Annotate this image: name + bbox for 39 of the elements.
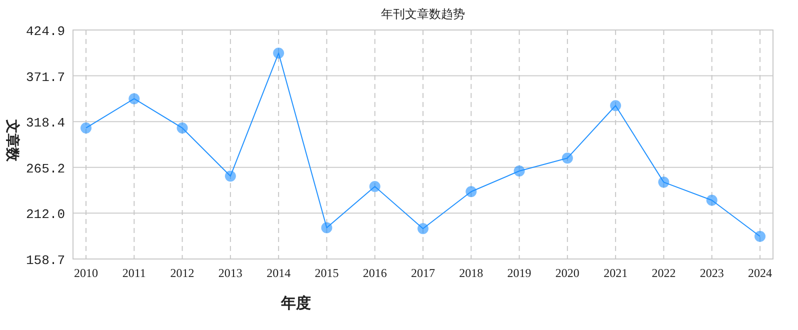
- y-tick-label: 212.0: [26, 207, 65, 222]
- y-tick-label: 371.7: [26, 70, 65, 85]
- y-tick-label: 158.7: [26, 253, 65, 268]
- point: [273, 48, 284, 59]
- x-tick-label: 2022: [652, 266, 676, 280]
- point: [610, 100, 622, 112]
- point: [176, 122, 188, 134]
- x-tick-label: 2018: [459, 266, 484, 280]
- point: [562, 152, 573, 164]
- y-tick-label: 318.4: [26, 116, 66, 131]
- point: [321, 222, 332, 234]
- point: [706, 194, 718, 206]
- point: [754, 230, 766, 242]
- x-tick-label: 2017: [411, 266, 435, 280]
- x-tick-label: 2021: [604, 266, 628, 280]
- x-tick-label: 2023: [700, 266, 724, 280]
- x-tick-label: 2011: [122, 266, 146, 280]
- x-tick-label: 2024: [748, 266, 772, 280]
- x-tick-label: 2015: [314, 266, 339, 280]
- point: [466, 186, 477, 198]
- point: [369, 180, 380, 192]
- x-tick-label: 2013: [218, 266, 242, 280]
- x-tick-label: 2020: [555, 266, 580, 280]
- point: [128, 93, 140, 104]
- y-tick-label: 424.9: [26, 24, 65, 39]
- point: [80, 122, 92, 134]
- point: [514, 165, 525, 176]
- x-tick-label: 2012: [170, 266, 194, 280]
- chart-title: 年刊文章数趋势: [381, 7, 465, 21]
- point: [224, 170, 236, 182]
- x-tick-label: 2019: [507, 266, 532, 280]
- point: [658, 176, 670, 188]
- point: [418, 223, 428, 234]
- y-tick-label: 265.2: [26, 161, 65, 176]
- x-tick-label: 2014: [266, 266, 291, 280]
- x-tick-label: 2010: [74, 266, 98, 280]
- x-tick-label: 2016: [362, 266, 387, 280]
- y-axis-title: 文章数: [4, 118, 21, 162]
- x-axis-title: 年度: [280, 294, 311, 312]
